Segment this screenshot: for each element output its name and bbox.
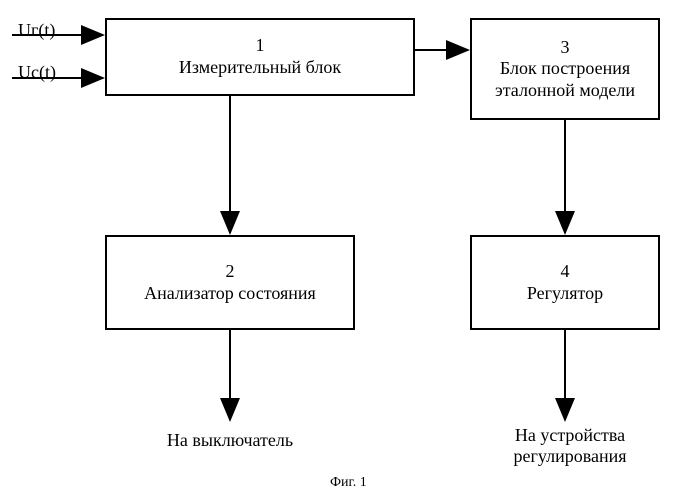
block-measuring-unit: 1 Измерительный блок [105,18,415,96]
block-state-analyzer: 2 Анализатор состояния [105,235,355,330]
block-label: Регулятор [527,283,603,305]
figure-caption: Фиг. 1 [330,475,367,491]
output-label-right: На устройства регулирования [480,425,660,467]
block-label: Блок построения эталонной модели [472,58,658,101]
block-label: Анализатор состояния [144,283,316,305]
block-reference-model: 3 Блок построения эталонной модели [470,18,660,120]
block-number: 1 [256,35,265,57]
block-regulator: 4 Регулятор [470,235,660,330]
output-label-left: На выключатель [130,430,330,451]
block-number: 3 [561,37,570,59]
input-label-top: Uг(t) [18,20,55,41]
block-label: Измерительный блок [179,57,341,79]
block-number: 2 [226,261,235,283]
input-label-bottom: Uс(t) [18,62,56,83]
block-number: 4 [561,261,570,283]
